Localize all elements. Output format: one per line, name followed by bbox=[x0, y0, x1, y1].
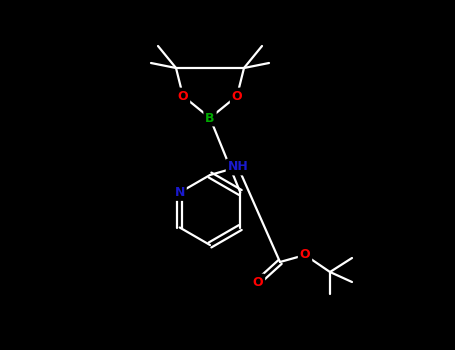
Text: O: O bbox=[253, 275, 263, 288]
Text: O: O bbox=[300, 248, 310, 261]
Text: O: O bbox=[232, 90, 243, 103]
Text: N: N bbox=[175, 186, 185, 199]
Text: B: B bbox=[205, 112, 215, 125]
Text: NH: NH bbox=[228, 161, 248, 174]
Text: O: O bbox=[178, 90, 188, 103]
